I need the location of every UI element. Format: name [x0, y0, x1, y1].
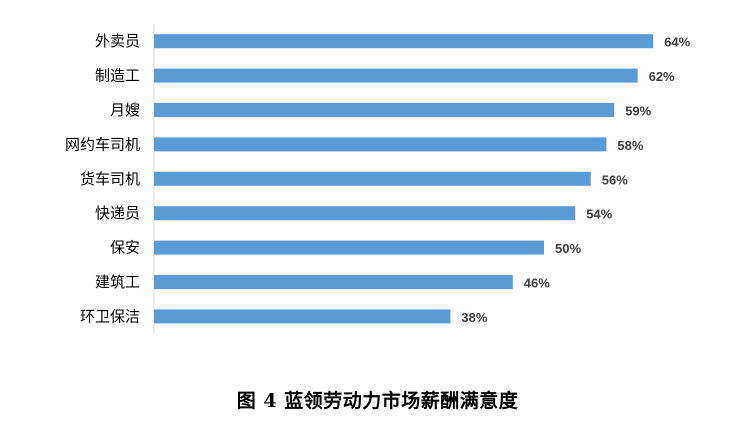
value-label-2: 62%: [649, 69, 675, 84]
bar-2: [154, 68, 638, 83]
value-label-4: 58%: [617, 138, 643, 153]
category-label-4: 网约车司机: [65, 135, 140, 153]
value-label-7: 50%: [555, 241, 581, 256]
bar-8: [154, 275, 513, 289]
value-label-1: 64%: [664, 35, 690, 50]
bar-5: [154, 171, 591, 186]
figure-caption: 图 4 蓝领劳动力市场薪酬满意度: [236, 390, 519, 412]
value-label-8: 46%: [524, 276, 550, 291]
value-label-3: 59%: [625, 104, 651, 119]
bar-9: [154, 309, 451, 324]
category-label-2: 制造工: [95, 67, 140, 85]
category-label-8: 建筑工: [95, 273, 140, 291]
bar-6: [154, 206, 576, 221]
category-label-1: 外卖员: [95, 32, 140, 50]
category-label-9: 环卫保洁: [80, 307, 140, 325]
bar-1: [154, 34, 654, 49]
value-label-6: 54%: [586, 207, 612, 222]
value-label-9: 38%: [461, 310, 487, 325]
category-label-6: 快递员: [95, 204, 140, 222]
category-label-5: 货车司机: [80, 170, 140, 188]
category-label-7: 保安: [110, 239, 140, 257]
category-label-3: 月嫂: [110, 101, 140, 119]
bar-3: [154, 103, 615, 117]
bar-7: [154, 240, 544, 255]
value-label-5: 56%: [602, 172, 628, 187]
bar-4: [154, 137, 607, 152]
